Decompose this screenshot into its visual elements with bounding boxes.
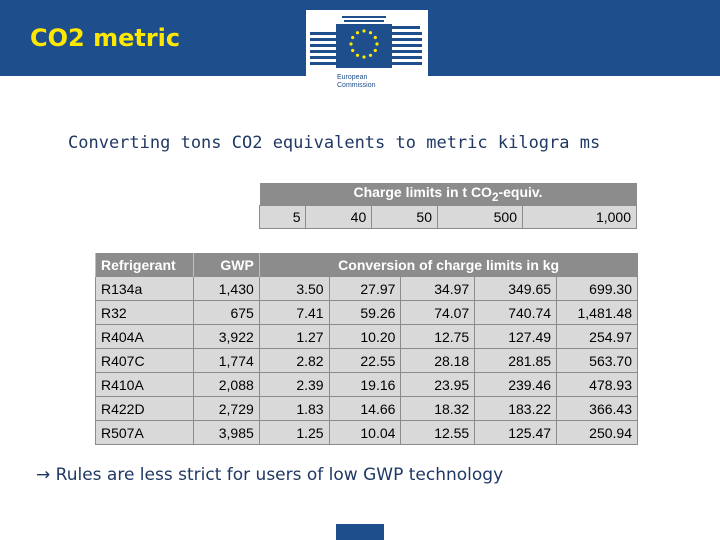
conversion-value-cell: 59.26	[328, 300, 402, 325]
conversion-value-cell: 27.97	[328, 276, 402, 301]
conversion-value-cell: 254.97	[556, 324, 638, 349]
refrigerant-cell: R422D	[95, 396, 194, 421]
conversion-value-cell: 14.66	[328, 396, 402, 421]
charge-limits-header: Charge limits in t CO2-equiv.	[259, 183, 637, 206]
logo-line-1: European	[337, 74, 368, 81]
refrigerant-cell: R410A	[95, 372, 194, 397]
conversion-value-cell: 281.85	[474, 348, 558, 373]
logo-text: European Commission	[337, 74, 376, 90]
conversion-value-cell: 239.46	[474, 372, 558, 397]
conversion-value-cell: 183.22	[474, 396, 558, 421]
charge-limits-title: Charge limits in t CO	[353, 184, 492, 201]
conversion-value-cell: 699.30	[556, 276, 638, 301]
charge-limits-table: Charge limits in t CO2-equiv. 5 40 50 50…	[258, 183, 638, 229]
conversion-value-cell: 22.55	[328, 348, 402, 373]
charge-limit-cell: 1,000	[521, 205, 638, 229]
conversion-value-cell: 12.75	[400, 324, 476, 349]
conversion-value-cell: 2.39	[258, 372, 330, 397]
table-row: R507A 3,985 1.25 10.04 12.55 125.47 250.94	[95, 420, 638, 445]
table-row: R32 675 7.41 59.26 74.07 740.74 1,481.48	[95, 300, 638, 325]
conversion-header: Conversion of charge limits in kg	[258, 253, 638, 277]
refrigerant-cell: R407C	[95, 348, 194, 373]
table-row: R134a 1,430 3.50 27.97 34.97 349.65 699.30	[95, 276, 638, 301]
conversion-value-cell: 12.55	[400, 420, 476, 445]
conversion-value-cell: 74.07	[400, 300, 476, 325]
refrigerant-cell: R404A	[95, 324, 194, 349]
refrigerant-cell: R32	[95, 300, 194, 325]
conversion-value-cell: 250.94	[556, 420, 638, 445]
european-commission-logo: European Commission	[306, 10, 428, 102]
charge-limits-title-sub: 2	[491, 190, 499, 204]
conversion-value-cell: 34.97	[400, 276, 476, 301]
conversion-value-cell: 1.83	[258, 396, 330, 421]
table-row: R407C 1,774 2.82 22.55 28.18 281.85 563.70	[95, 348, 638, 373]
conversion-value-cell: 1.27	[258, 324, 330, 349]
charge-limit-cell: 5	[258, 205, 307, 229]
charge-limit-cell: 40	[305, 205, 373, 229]
refrigerant-cell: R507A	[95, 420, 194, 445]
charge-limit-cell: 500	[436, 205, 523, 229]
conversion-value-cell: 7.41	[258, 300, 330, 325]
table-row: R422D 2,729 1.83 14.66 18.32 183.22 366.43	[95, 396, 638, 421]
conversion-value-cell: 740.74	[474, 300, 558, 325]
gwp-cell: 3,922	[192, 324, 260, 349]
conversion-value-cell: 19.16	[328, 372, 402, 397]
subtitle: Converting tons CO2 equivalents to metri…	[68, 133, 601, 153]
table-row: R410A 2,088 2.39 19.16 23.95 239.46 478.93	[95, 372, 638, 397]
table-header-row: Refrigerant GWP Conversion of charge lim…	[95, 253, 638, 277]
table-row: 5 40 50 500 1,000	[258, 205, 638, 229]
gwp-cell: 2,088	[192, 372, 260, 397]
conversion-value-cell: 478.93	[556, 372, 638, 397]
conversion-value-cell: 23.95	[400, 372, 476, 397]
slide-title: CO2 metric	[30, 24, 181, 52]
gwp-cell: 2,729	[192, 396, 260, 421]
footer-bar	[336, 524, 384, 540]
conversion-value-cell: 10.20	[328, 324, 402, 349]
conversion-value-cell: 349.65	[474, 276, 558, 301]
conversion-value-cell: 28.18	[400, 348, 476, 373]
conversion-value-cell: 10.04	[328, 420, 402, 445]
conversion-value-cell: 1.25	[258, 420, 330, 445]
conversion-value-cell: 3.50	[258, 276, 330, 301]
conversion-value-cell: 366.43	[556, 396, 638, 421]
conversion-value-cell: 563.70	[556, 348, 638, 373]
conversion-value-cell: 127.49	[474, 324, 558, 349]
conversion-value-cell: 125.47	[474, 420, 558, 445]
gwp-cell: 1,430	[192, 276, 260, 301]
charge-limit-cell: 50	[371, 205, 438, 229]
table-row: R404A 3,922 1.27 10.20 12.75 127.49 254.97	[95, 324, 638, 349]
conversion-value-cell: 1,481.48	[556, 300, 638, 325]
gwp-header: GWP	[192, 253, 260, 277]
conversion-value-cell: 18.32	[400, 396, 476, 421]
gwp-cell: 675	[192, 300, 260, 325]
commission-building-icon	[310, 16, 422, 68]
logo-line-2: Commission	[337, 82, 376, 89]
refrigerant-cell: R134a	[95, 276, 194, 301]
gwp-cell: 3,985	[192, 420, 260, 445]
gwp-cell: 1,774	[192, 348, 260, 373]
note-text: → Rules are less strict for users of low…	[36, 465, 504, 485]
conversion-value-cell: 2.82	[258, 348, 330, 373]
refrigerant-header: Refrigerant	[95, 253, 194, 277]
conversion-table: Refrigerant GWP Conversion of charge lim…	[95, 253, 638, 445]
charge-limits-title-suffix: -equiv.	[498, 184, 543, 201]
